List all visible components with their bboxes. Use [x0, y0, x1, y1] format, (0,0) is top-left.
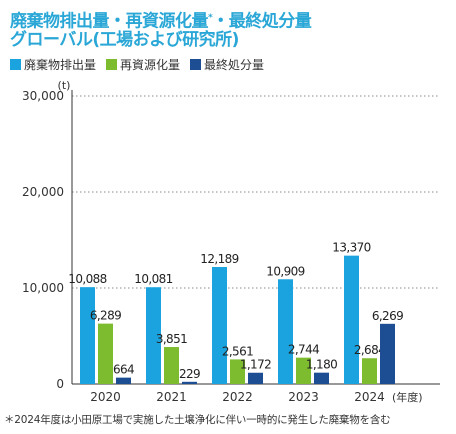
legend-item-emission: 廃棄物排出量: [10, 56, 96, 73]
bar: [212, 266, 227, 384]
bar: [98, 323, 113, 384]
legend-swatch-recycled: [106, 59, 118, 70]
bar: [80, 287, 95, 384]
bar-value-label: 10,081: [134, 272, 172, 286]
footnote: ＊2024年度は小田原工場で実施した土壌浄化に伴い一時的に発生した廃棄物を含む: [4, 414, 391, 426]
legend-item-disposal: 最終処分量: [190, 56, 264, 73]
y-tick-label: 0: [56, 377, 64, 391]
bar-value-label: 2,744: [288, 343, 319, 357]
title-tail-text: ・最終処分量: [212, 11, 312, 32]
bar: [278, 279, 293, 384]
bar: [296, 357, 311, 384]
bar-value-label: 2,561: [222, 344, 253, 358]
bar: [248, 372, 263, 384]
bar-value-label: 10,909: [266, 264, 304, 278]
bar: [164, 347, 179, 384]
x-tick-label: 2022: [222, 390, 253, 404]
y-tick-label: 10,000: [22, 281, 64, 295]
title-main-text: 廃棄物排出量・再資源化量: [10, 11, 209, 32]
bar-value-label: 6,269: [372, 309, 403, 323]
bar-chart: (t) 0 10,000 20,000 30,000 10,088 6,289 664 2020…: [22, 79, 440, 404]
x-tick-label: 2020: [90, 390, 121, 404]
legend-swatch-disposal: [190, 59, 202, 70]
legend-label-recycled: 再資源化量: [120, 58, 181, 72]
bar-value-label: 1,172: [240, 358, 271, 372]
chart-title-line2: グローバル(工場および研究所): [10, 30, 239, 50]
bar-value-label: 6,289: [90, 309, 121, 323]
bar: [230, 359, 245, 384]
legend-swatch-emission: [10, 59, 21, 70]
bar-value-label: 2,684: [354, 343, 385, 357]
title-asterisk: *: [208, 13, 213, 23]
bar-value-label: 3,851: [156, 332, 187, 346]
chart-legend: 廃棄物排出量 再資源化量 最終処分量: [10, 56, 264, 73]
bar-value-label: 13,370: [332, 241, 370, 255]
bar-value-label: 1,180: [306, 358, 337, 372]
x-tick-label: 2021: [156, 390, 187, 404]
bar: [380, 323, 395, 384]
chart-title-line1: 廃棄物排出量・再資源化量*・最終処分量: [10, 8, 312, 32]
bar: [182, 381, 197, 384]
legend-label-disposal: 最終処分量: [204, 58, 265, 72]
bar: [362, 358, 377, 384]
bar: [344, 255, 359, 384]
bar-value-label: 664: [113, 363, 134, 377]
bar: [314, 372, 329, 384]
bar: [116, 377, 131, 384]
legend-item-recycled: 再資源化量: [106, 56, 180, 73]
y-tick-label: 20,000: [22, 185, 64, 199]
y-tick-label: 30,000: [22, 89, 64, 103]
legend-label-emission: 廃棄物排出量: [24, 58, 97, 72]
bar-value-label: 10,088: [68, 272, 106, 286]
x-unit-label: (年度): [392, 390, 423, 404]
y-unit-label: (t): [58, 79, 71, 92]
bar-value-label: 229: [179, 367, 200, 381]
bar-value-label: 12,189: [200, 252, 238, 266]
bar: [146, 287, 161, 384]
x-tick-label: 2023: [288, 390, 319, 404]
x-tick-label: 2024: [354, 390, 385, 404]
